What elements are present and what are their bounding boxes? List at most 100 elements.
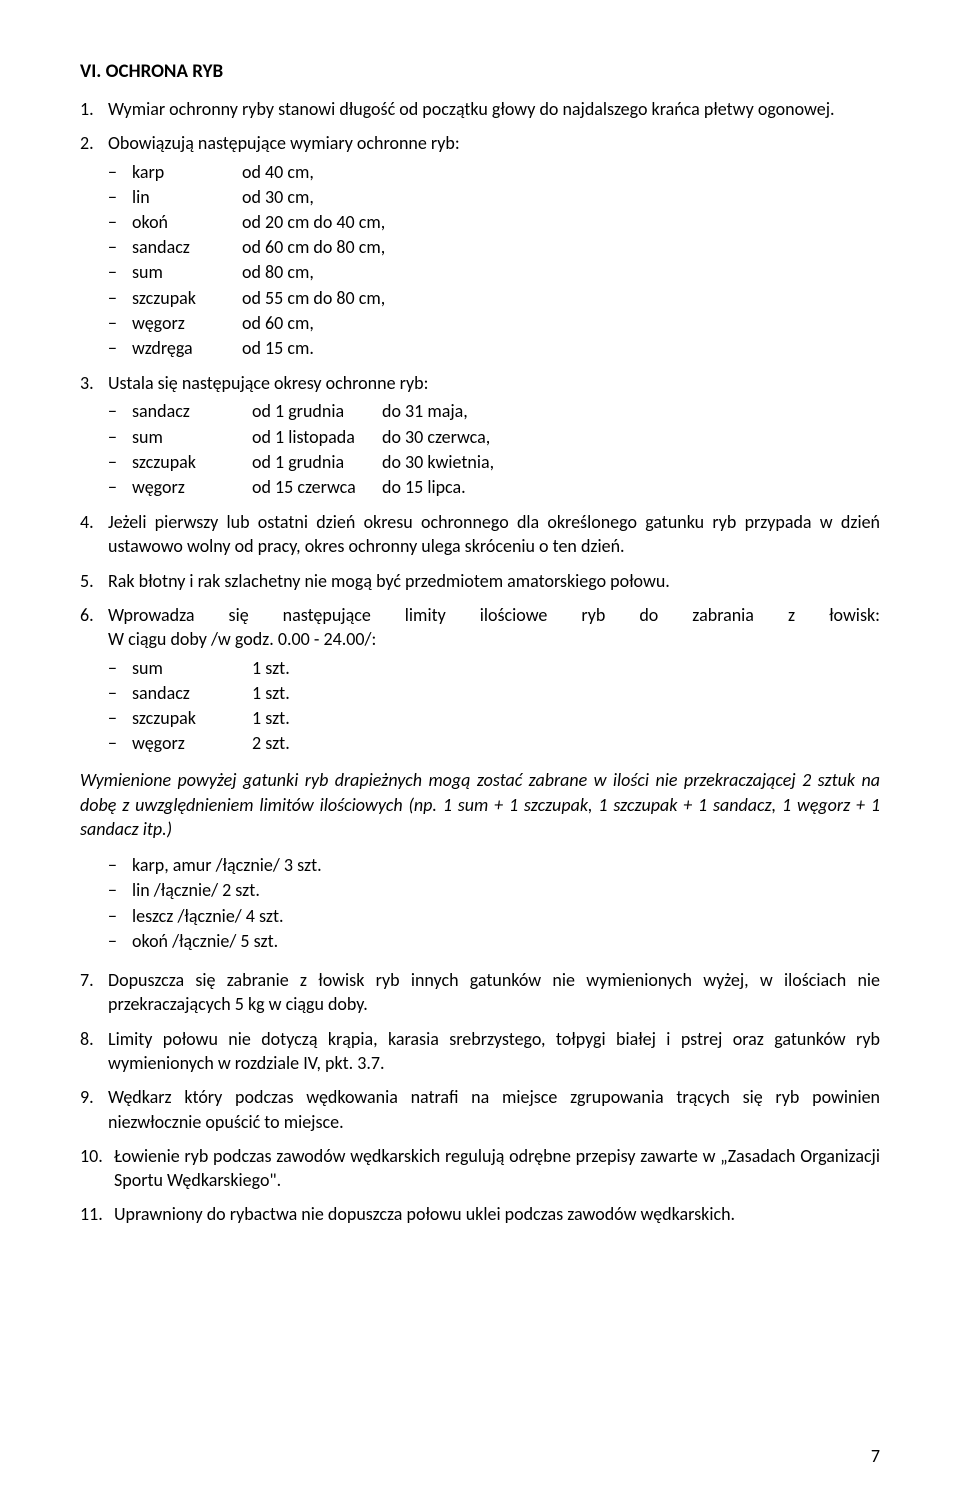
period-to: do 30 czerwca, xyxy=(382,425,490,450)
item-text: Jeżeli pierwszy lub ostatni dzień okresu… xyxy=(108,510,880,559)
list-item: −lin /łącznie/ 2 szt. xyxy=(108,878,880,903)
dash-icon: − xyxy=(108,681,132,706)
word: z xyxy=(788,603,795,627)
sublist-row: −sum1 szt. xyxy=(108,656,880,681)
fish-name: sandacz xyxy=(132,235,242,260)
item-text: Limity połowu nie dotyczą krąpia, karasi… xyxy=(108,1027,880,1076)
sublist-row: −szczupak1 szt. xyxy=(108,706,880,731)
section-title: VI. OCHRONA RYB xyxy=(80,60,880,83)
item-number: 5. xyxy=(80,569,108,593)
fish-size: od 30 cm, xyxy=(242,185,314,210)
period-to: do 15 lipca. xyxy=(382,475,466,500)
sublist-row: −sumod 1 listopadado 30 czerwca, xyxy=(108,425,880,450)
word: limity xyxy=(405,603,446,627)
fish-name: sum xyxy=(132,656,252,681)
fish-name: okoń xyxy=(132,210,242,235)
list-item-6: 6. Wprowadza się następujące limity iloś… xyxy=(80,603,880,756)
list-item: −karp, amur /łącznie/ 3 szt. xyxy=(108,853,880,878)
dash-icon: − xyxy=(108,475,132,500)
dash-icon: − xyxy=(108,160,132,185)
item-text-line2: W ciągu doby /w godz. 0.00 - 24.00/: xyxy=(108,627,880,651)
fish-name: sum xyxy=(132,425,252,450)
dash-icon: − xyxy=(108,311,132,336)
period-to: do 30 kwietnia, xyxy=(382,450,494,475)
list-item-9: 9. Wędkarz który podczas wędkowania natr… xyxy=(80,1085,880,1134)
item-number: 8. xyxy=(80,1027,108,1076)
item-text: Dopuszcza się zabranie z łowisk ryb inny… xyxy=(108,968,880,1017)
fish-name: karp xyxy=(132,160,242,185)
sublist-fish-sizes: −karpod 40 cm,−linod 30 cm,−okońod 20 cm… xyxy=(108,160,880,362)
italic-note: Wymienione powyżej gatunki ryb drapieżny… xyxy=(80,768,880,841)
sublist-row: −sandaczod 1 grudniado 31 maja, xyxy=(108,399,880,424)
item-number: 4. xyxy=(80,510,108,559)
item-number: 7. xyxy=(80,968,108,1017)
sublist-row: −okońod 20 cm do 40 cm, xyxy=(108,210,880,235)
word: ilościowe xyxy=(480,603,548,627)
fish-name: lin xyxy=(132,185,242,210)
dash-icon: − xyxy=(108,399,132,424)
fish-name: węgorz xyxy=(132,731,252,756)
item-number: 10. xyxy=(80,1144,114,1193)
list-item: −leszcz /łącznie/ 4 szt. xyxy=(108,904,880,929)
item-text-intro: Obowiązują następujące wymiary ochronne … xyxy=(108,132,460,154)
dash-icon: − xyxy=(108,706,132,731)
dash-icon: − xyxy=(108,425,132,450)
period-from: od 1 grudnia xyxy=(252,399,382,424)
sublist-row: −szczupakod 55 cm do 80 cm, xyxy=(108,286,880,311)
item-text: Wprowadza się następujące limity ilościo… xyxy=(108,603,880,756)
list-item-3: 3. Ustala się następujące okresy ochronn… xyxy=(80,371,880,500)
item-text: Obowiązują następujące wymiary ochronne … xyxy=(108,131,880,361)
list-item-text: leszcz /łącznie/ 4 szt. xyxy=(132,904,284,929)
fish-name: szczupak xyxy=(132,286,242,311)
item-number: 2. xyxy=(80,131,108,361)
list-item-text: lin /łącznie/ 2 szt. xyxy=(132,878,260,903)
fish-size: od 15 cm. xyxy=(242,336,314,361)
catch-limit: 1 szt. xyxy=(252,656,290,681)
fish-name: sandacz xyxy=(132,399,252,424)
sublist-row: −wzdręgaod 15 cm. xyxy=(108,336,880,361)
combined-limits-list: −karp, amur /łącznie/ 3 szt.−lin /łączni… xyxy=(108,853,880,954)
item-text: Ustala się następujące okresy ochronne r… xyxy=(108,371,880,500)
fish-size: od 40 cm, xyxy=(242,160,314,185)
item-number: 11. xyxy=(80,1202,114,1226)
sublist-row: −węgorzod 15 czerwcado 15 lipca. xyxy=(108,475,880,500)
fish-name: węgorz xyxy=(132,475,252,500)
sublist-row: −węgorzod 60 cm, xyxy=(108,311,880,336)
list-item-4: 4. Jeżeli pierwszy lub ostatni dzień okr… xyxy=(80,510,880,559)
word: Wprowadza xyxy=(108,603,195,627)
list-item: −okoń /łącznie/ 5 szt. xyxy=(108,929,880,954)
dash-icon: − xyxy=(108,450,132,475)
fish-size: od 55 cm do 80 cm, xyxy=(242,286,385,311)
sublist-row: −sumod 80 cm, xyxy=(108,260,880,285)
catch-limit: 1 szt. xyxy=(252,681,290,706)
list-item-7: 7. Dopuszcza się zabranie z łowisk ryb i… xyxy=(80,968,880,1017)
item-text: Uprawniony do rybactwa nie dopuszcza poł… xyxy=(114,1202,880,1226)
fish-size: od 60 cm do 80 cm, xyxy=(242,235,385,260)
catch-limit: 2 szt. xyxy=(252,731,290,756)
sublist-row: −sandacz1 szt. xyxy=(108,681,880,706)
page-number: 7 xyxy=(871,1445,880,1467)
fish-name: szczupak xyxy=(132,450,252,475)
fish-name: sum xyxy=(132,260,242,285)
period-from: od 1 listopada xyxy=(252,425,382,450)
word: następujące xyxy=(283,603,371,627)
item-text: Wędkarz który podczas wędkowania natrafi… xyxy=(108,1085,880,1134)
sublist-row: −linod 30 cm, xyxy=(108,185,880,210)
item-text: Rak błotny i rak szlachetny nie mogą być… xyxy=(108,569,880,593)
sublist-protection-periods: −sandaczod 1 grudniado 31 maja,−sumod 1 … xyxy=(108,399,880,500)
sublist-row: −karpod 40 cm, xyxy=(108,160,880,185)
word: do xyxy=(639,603,658,627)
item-number: 6. xyxy=(80,603,108,756)
period-to: do 31 maja, xyxy=(382,399,468,424)
catch-limit: 1 szt. xyxy=(252,706,290,731)
dash-icon: − xyxy=(108,878,132,903)
dash-icon: − xyxy=(108,260,132,285)
word: zabrania xyxy=(692,603,754,627)
list-item-text: okoń /łącznie/ 5 szt. xyxy=(132,929,278,954)
word: ryb xyxy=(581,603,605,627)
fish-size: od 80 cm, xyxy=(242,260,314,285)
dash-icon: − xyxy=(108,731,132,756)
fish-size: od 20 cm do 40 cm, xyxy=(242,210,385,235)
fish-name: wzdręga xyxy=(132,336,242,361)
list-item-text: karp, amur /łącznie/ 3 szt. xyxy=(132,853,322,878)
